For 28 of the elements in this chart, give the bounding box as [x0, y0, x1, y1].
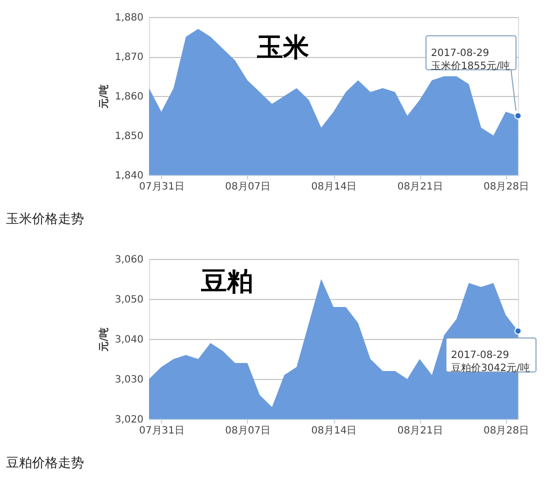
chart-title: 豆粕 — [200, 267, 253, 297]
annotation: 2017-08-29 玉米价1855元/吨 — [431, 48, 510, 72]
x-tick-label: 08月28日 — [483, 426, 529, 436]
text: 玉米 — [256, 33, 309, 63]
y-tick-label: 3,040 — [114, 334, 144, 346]
y-tick-label: 1,850 — [114, 131, 144, 142]
y-axis-title: 元/吨 — [98, 84, 110, 110]
x-tick-label: 08月14日 — [311, 182, 357, 192]
y-tick-label: 3,030 — [114, 374, 144, 386]
y-tick-label: 1,840 — [114, 170, 144, 182]
x-tick-label: 07月31日 — [139, 426, 185, 436]
x-tick-label: 07月31日 — [139, 182, 185, 192]
x-tick-label: 08月28日 — [483, 182, 529, 192]
y-tick-label: 3,060 — [114, 254, 144, 266]
x-tick-label: 08月21日 — [397, 182, 443, 192]
y-axis-title: 元/吨 — [98, 328, 110, 352]
annotation: 2017-08-29 豆粕价3042元/吨 — [451, 350, 530, 374]
y-tick-label: 1,860 — [114, 92, 144, 102]
x-tick-label: 08月21日 — [397, 426, 443, 436]
y-tick-label: 3,050 — [114, 294, 144, 306]
text: 玉米价格走势 — [6, 212, 84, 227]
y-tick-label: 3,020 — [114, 414, 144, 426]
text: 豆粕价格走势 — [6, 456, 84, 471]
x-tick-label: 08月07日 — [225, 426, 271, 436]
y-tick-label: 1,870 — [114, 52, 144, 63]
x-tick-label: 08月14日 — [311, 426, 357, 436]
y-tick-label: 1,880 — [114, 12, 144, 24]
x-tick-label: 08月07日 — [225, 182, 271, 192]
